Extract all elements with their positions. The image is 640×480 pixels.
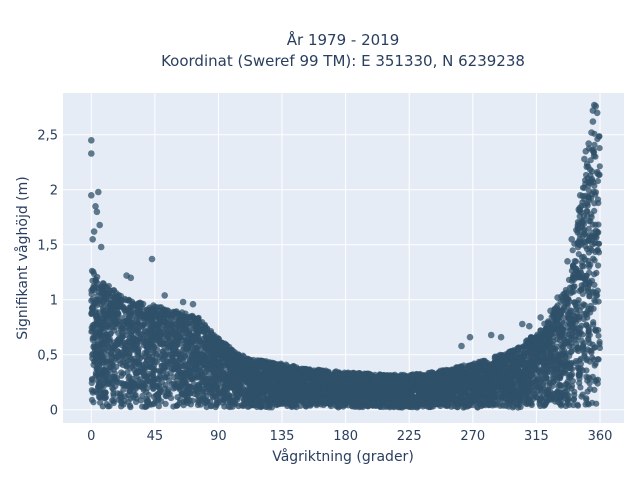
scatter-point xyxy=(140,386,147,394)
chart-title-line-2: Koordinat (Sweref 99 TM): E 351330, N 62… xyxy=(161,52,525,70)
scatter-point xyxy=(569,247,576,254)
scatter-point xyxy=(109,384,116,392)
scatter-point xyxy=(536,397,544,404)
scatter-point xyxy=(132,398,140,406)
scatter-point xyxy=(97,399,104,406)
scatter-point xyxy=(570,283,577,290)
scatter-point xyxy=(180,347,187,354)
scatter-point xyxy=(586,269,593,276)
scatter-point xyxy=(88,396,96,403)
scatter-point xyxy=(588,247,595,254)
scatter-point xyxy=(124,369,131,376)
scatter-point xyxy=(585,237,592,244)
scatter-point xyxy=(163,390,170,397)
scatter-point xyxy=(572,258,580,265)
chart-title-line-1: År 1979 - 2019 xyxy=(287,30,400,49)
scatter-point xyxy=(540,351,547,358)
scatter-point xyxy=(586,187,593,195)
scatter-point xyxy=(557,375,564,382)
scatter-point xyxy=(596,163,603,170)
scatter-point xyxy=(583,208,590,215)
scatter-point xyxy=(551,370,558,378)
scatter-point xyxy=(596,341,603,348)
scatter-point xyxy=(578,259,586,266)
scatter-point xyxy=(587,157,594,164)
scatter-point xyxy=(574,402,582,409)
scatter-points xyxy=(88,101,604,411)
scatter-point xyxy=(592,189,600,196)
scatter-point xyxy=(583,367,590,374)
scatter-point xyxy=(544,368,552,375)
scatter-point xyxy=(170,380,177,387)
scatter-point xyxy=(181,340,188,347)
scatter-point xyxy=(592,221,599,228)
scatter-point xyxy=(187,390,194,397)
scatter-point xyxy=(166,377,173,384)
scatter-point xyxy=(111,370,118,377)
scatter-point xyxy=(118,372,125,379)
scatter-point xyxy=(136,376,144,383)
scatter-point xyxy=(125,374,132,381)
scatter-point xyxy=(199,351,207,358)
scatter-point xyxy=(585,225,592,232)
scatter-point xyxy=(564,324,571,331)
scatter-point xyxy=(279,392,286,400)
scatter-point xyxy=(591,281,598,288)
scatter-point xyxy=(574,345,582,352)
scatter-point xyxy=(121,306,128,313)
scatter-point xyxy=(109,324,116,331)
scatter-point xyxy=(100,312,107,319)
scatter-point xyxy=(594,168,601,175)
scatter-point xyxy=(591,207,598,214)
scatter-point xyxy=(578,322,585,329)
scatter-point xyxy=(580,253,587,260)
scatter-point xyxy=(591,271,598,278)
scatter-point xyxy=(567,290,574,297)
scatter-point xyxy=(591,344,598,351)
scatter-point xyxy=(595,332,602,339)
scatter-point xyxy=(168,395,175,402)
scatter-point xyxy=(575,251,582,258)
scatter-point xyxy=(594,246,601,253)
scatter-point xyxy=(585,336,592,343)
scatter-point xyxy=(586,218,593,225)
scatter-point xyxy=(568,348,575,355)
scatter-point xyxy=(228,346,235,353)
scatter-point xyxy=(584,202,591,209)
scatter-point xyxy=(145,391,152,398)
scatter-point xyxy=(186,365,193,372)
scatter-point xyxy=(562,332,569,339)
scatter-point xyxy=(103,401,110,408)
scatter-point xyxy=(574,364,582,371)
scatter-point xyxy=(596,145,603,152)
scatter-point xyxy=(123,363,130,370)
scatter-point xyxy=(583,163,590,170)
scatter-point xyxy=(540,362,548,369)
scatter-point xyxy=(203,334,210,341)
scatter-point xyxy=(226,399,234,406)
